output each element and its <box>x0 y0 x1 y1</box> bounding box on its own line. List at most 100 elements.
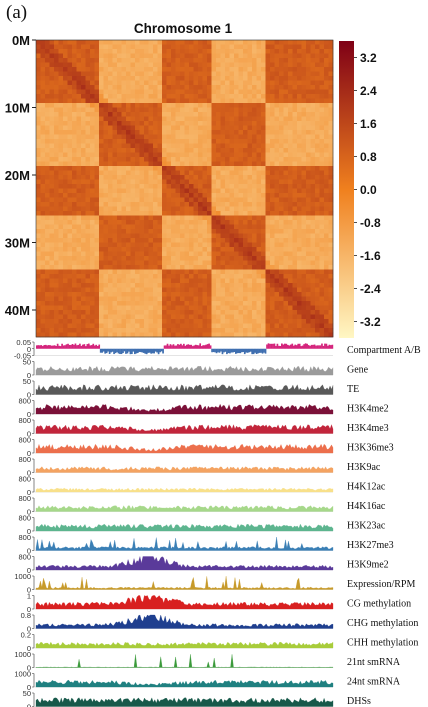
heatmap-cell <box>103 296 109 302</box>
heatmap-cell <box>175 211 181 216</box>
heatmap-cell <box>58 85 64 90</box>
heatmap-cell <box>99 166 104 171</box>
heatmap-cell <box>283 94 289 99</box>
heatmap-cell <box>45 193 50 198</box>
heatmap-cell <box>202 215 208 221</box>
heatmap-cell <box>153 175 158 180</box>
panel-label: (a) <box>6 2 28 23</box>
heatmap-cell <box>247 301 253 306</box>
heatmap-cell <box>297 215 302 221</box>
heatmap-cell <box>171 112 176 117</box>
heatmap-cell <box>198 134 203 140</box>
heatmap-cell <box>108 94 113 99</box>
heatmap-cell <box>72 148 77 153</box>
ab-bin-b <box>234 348 237 354</box>
heatmap-cell <box>171 107 176 113</box>
heatmap-cell <box>297 53 302 59</box>
heatmap-cell <box>252 224 257 230</box>
heatmap-cell <box>283 143 289 149</box>
heatmap-cell <box>144 206 149 212</box>
heatmap-cell <box>157 332 163 338</box>
heatmap-cell <box>292 319 298 324</box>
heatmap-cell <box>202 211 208 216</box>
heatmap-cell <box>324 170 329 176</box>
ab-bin-b <box>254 348 256 353</box>
heatmap-cell <box>81 247 86 252</box>
heatmap-cell <box>49 283 55 288</box>
heatmap-cell <box>72 44 77 50</box>
heatmap-cell <box>243 143 248 149</box>
heatmap-cell <box>238 157 244 162</box>
heatmap-cell <box>130 184 136 189</box>
heatmap-cell <box>81 184 86 189</box>
heatmap-cell <box>94 238 100 243</box>
ab-bin-a <box>89 345 92 349</box>
heatmap-cell <box>162 130 167 135</box>
heatmap-cell <box>135 292 140 297</box>
heatmap-cell <box>94 296 100 302</box>
heatmap-cell <box>193 112 199 117</box>
heatmap-cell <box>274 292 280 297</box>
heatmap-cell <box>256 314 262 320</box>
heatmap-cell <box>193 224 199 230</box>
heatmap-cell <box>193 80 199 86</box>
heatmap-cell <box>256 233 262 239</box>
heatmap-cell <box>54 242 59 248</box>
track-tick-label: 0 <box>27 547 31 556</box>
heatmap-cell <box>72 233 77 239</box>
heatmap-y-tick-label: 10M <box>5 101 30 116</box>
heatmap-cell <box>252 139 257 144</box>
heatmap-cell <box>297 260 302 266</box>
heatmap-cell <box>94 175 100 180</box>
heatmap-cell <box>130 323 136 329</box>
heatmap-cell <box>229 287 235 293</box>
heatmap-cell <box>157 161 163 167</box>
heatmap-cell <box>189 170 194 176</box>
heatmap-cell <box>193 103 199 108</box>
heatmap-cell <box>319 287 325 293</box>
heatmap-cell <box>229 247 235 252</box>
heatmap-cell <box>189 202 194 207</box>
heatmap-cell <box>49 134 55 140</box>
heatmap-cell <box>306 184 311 189</box>
heatmap-cell <box>184 314 190 320</box>
heatmap-cell <box>139 260 145 266</box>
heatmap-cell <box>112 125 118 131</box>
heatmap-cell <box>40 292 46 297</box>
heatmap-cell <box>162 139 167 144</box>
heatmap-cell <box>36 143 41 149</box>
heatmap-cell <box>274 211 280 216</box>
heatmap-cell <box>153 143 158 149</box>
heatmap-cell <box>81 206 86 212</box>
heatmap-cell <box>130 292 136 297</box>
ab-bin-a <box>303 344 305 349</box>
heatmap-cell <box>54 211 59 216</box>
heatmap-cell <box>252 175 257 180</box>
heatmap-cell <box>184 143 190 149</box>
heatmap-cell <box>184 283 190 288</box>
heatmap-cell <box>261 67 266 72</box>
heatmap-cell <box>63 103 68 108</box>
heatmap-cell <box>319 166 325 171</box>
heatmap-cell <box>193 260 199 266</box>
ab-bin-a <box>171 345 173 349</box>
heatmap-cell <box>315 121 320 126</box>
heatmap-cell <box>328 238 334 243</box>
heatmap-cell <box>207 62 212 68</box>
ab-bin-a <box>64 345 66 349</box>
heatmap-cell <box>72 139 77 144</box>
heatmap-cell <box>220 220 226 225</box>
heatmap-cell <box>292 125 298 131</box>
heatmap-cell <box>225 269 230 275</box>
heatmap-cell <box>198 188 203 194</box>
heatmap-cell <box>261 170 266 176</box>
heatmap-cell <box>265 121 271 126</box>
heatmap-cell <box>310 49 316 54</box>
heatmap-cell <box>153 256 158 261</box>
ab-bin-b <box>263 348 265 353</box>
heatmap-cell <box>193 125 199 131</box>
heatmap-cell <box>310 211 316 216</box>
heatmap-cell <box>139 310 145 315</box>
heatmap-cell <box>54 202 59 207</box>
heatmap-cell <box>58 152 64 158</box>
